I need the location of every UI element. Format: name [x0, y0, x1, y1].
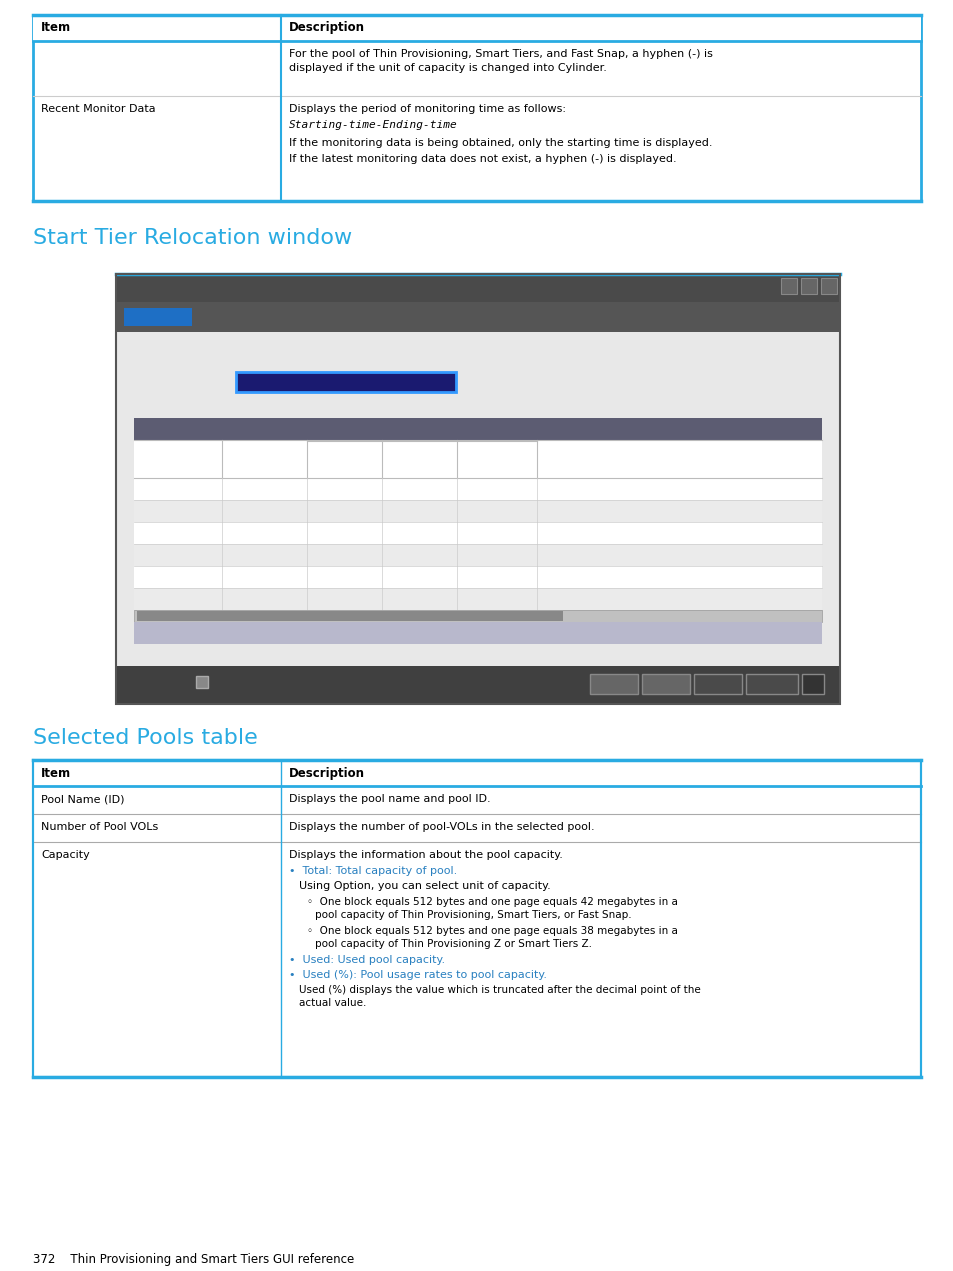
Text: Cancel: Cancel: [754, 677, 789, 688]
Text: Total:  1: Total: 1: [770, 627, 813, 637]
Text: ✕: ✕: [822, 280, 830, 289]
Text: actual value.: actual value.: [298, 998, 366, 1008]
Text: Start Tier Relocation: Start Tier Relocation: [126, 281, 272, 294]
Text: displayed if the unit of capacity is changed into Cylinder.: displayed if the unit of capacity is cha…: [289, 64, 606, 72]
Bar: [137, 611, 562, 622]
Bar: [801, 674, 823, 694]
Bar: [116, 275, 840, 704]
Text: ◦  One block equals 512 bytes and one page equals 42 megabytes in a: ◦ One block equals 512 bytes and one pag…: [307, 897, 678, 907]
Text: 0: 0: [526, 483, 533, 493]
Text: If the monitoring data is being obtained, only the starting time is displayed.: If the monitoring data is being obtained…: [289, 139, 712, 147]
Text: Item: Item: [41, 22, 71, 34]
Text: >: >: [811, 611, 820, 622]
Text: Displays the number of pool-VOLs in the selected pool.: Displays the number of pool-VOLs in the …: [289, 822, 594, 833]
Bar: [821, 278, 836, 294]
Text: Used: Used: [386, 461, 412, 472]
Bar: [33, 15, 920, 41]
Text: <: <: [136, 611, 144, 622]
Bar: [235, 372, 456, 391]
Text: Description: Description: [289, 22, 365, 34]
Text: 372    Thin Provisioning and Smart Tiers GUI reference: 372 Thin Provisioning and Smart Tiers GU…: [33, 1253, 354, 1266]
Bar: [133, 522, 821, 544]
Bar: [116, 666, 840, 704]
Bar: [133, 622, 821, 644]
Text: Selected Pools: Selected Pools: [142, 423, 239, 436]
Text: Using Option, you can select unit of capacity.: Using Option, you can select unit of cap…: [298, 881, 550, 891]
Bar: [745, 674, 797, 694]
Text: Go to tasks window for status: Go to tasks window for status: [212, 677, 367, 688]
Bar: [124, 308, 192, 325]
Text: ?: ?: [809, 677, 815, 688]
Text: Displays the pool name and pool ID.: Displays the pool name and pool ID.: [289, 794, 490, 805]
Bar: [133, 610, 821, 622]
Text: pool capacity of Thin Provisioning, Smart Tiers, or Fast Snap.: pool capacity of Thin Provisioning, Smar…: [314, 910, 631, 920]
Bar: [641, 674, 689, 694]
Text: If the latest monitoring data does not exist, a hyphen (-) is displayed.: If the latest monitoring data does not e…: [289, 154, 676, 164]
Text: For the pool of Thin Provisioning, Smart Tiers, and Fast Snap, a hyphen (-) is: For the pool of Thin Provisioning, Smart…: [289, 50, 712, 58]
Text: ▼: ▼: [782, 280, 789, 289]
Bar: [133, 544, 821, 566]
Bar: [116, 275, 840, 704]
Text: Used (%) displays the value which is truncated after the decimal point of the: Used (%) displays the value which is tru…: [298, 985, 700, 995]
Text: Pool Name: Pool Name: [138, 444, 193, 454]
Text: 1.Confirm: 1.Confirm: [128, 311, 179, 322]
Text: Total: Total: [311, 461, 335, 472]
Text: Number of Pool VOLs: Number of Pool VOLs: [41, 822, 158, 833]
Text: •  Used: Used pool capacity.: • Used: Used pool capacity.: [289, 955, 445, 965]
Text: Displays the period of monitoring time as follows:: Displays the period of monitoring time a…: [289, 104, 565, 114]
Text: Task Name:: Task Name:: [146, 374, 210, 384]
Bar: [133, 566, 821, 588]
Bar: [133, 418, 821, 440]
Text: Pool VOLs: Pool VOLs: [226, 456, 277, 466]
Text: 130516-StartTierRelocation: 130516-StartTierRelocation: [241, 375, 384, 385]
Text: 11.89 GB: 11.89 GB: [330, 483, 377, 493]
Text: Item: Item: [41, 766, 71, 780]
Text: Description: Description: [289, 766, 365, 780]
Text: 0.00 GB: 0.00 GB: [411, 483, 453, 493]
Bar: [33, 15, 920, 201]
Text: Start Tier Relocation window: Start Tier Relocation window: [33, 228, 352, 248]
Bar: [781, 278, 796, 294]
Bar: [589, 674, 638, 694]
Text: Recent Monitor Data: Recent Monitor Data: [41, 104, 155, 114]
Bar: [133, 440, 821, 478]
Text: •  Used (%): Pool usage rates to pool capacity.: • Used (%): Pool usage rates to pool cap…: [289, 970, 546, 980]
Text: pool capacity of Thin Provisioning Z or Smart Tiers Z.: pool capacity of Thin Provisioning Z or …: [314, 939, 592, 949]
Text: Next ): Next ): [650, 677, 681, 688]
Bar: [195, 676, 208, 688]
Text: (Max. 32 Characters): (Max. 32 Characters): [235, 397, 345, 405]
Text: Used (%): Used (%): [460, 461, 508, 472]
Text: Apply: Apply: [702, 677, 732, 688]
Bar: [116, 302, 840, 332]
Text: Enter a name for the task. Confirm the settings and click Apply to add task in T: Enter a name for the task. Confirm the s…: [128, 352, 712, 362]
Text: •  Total: Total capacity of pool.: • Total: Total capacity of pool.: [289, 866, 456, 876]
Bar: [33, 760, 920, 1077]
Bar: [133, 478, 821, 500]
Text: Pool Name (ID): Pool Name (ID): [41, 794, 125, 805]
Text: Number of: Number of: [226, 444, 281, 454]
Text: □: □: [802, 280, 811, 289]
Bar: [116, 275, 840, 302]
Text: 2013/05/16 14:28 - 2013/05/1: 2013/05/16 14:28 - 2013/05/1: [540, 483, 697, 493]
Bar: [693, 674, 741, 694]
Text: Recent Monitor Data: Recent Monitor Data: [540, 450, 647, 460]
Text: Selected Pools table: Selected Pools table: [33, 728, 257, 749]
Bar: [133, 500, 821, 522]
Text: 2: 2: [296, 483, 303, 493]
Bar: [116, 332, 840, 666]
Text: ◦  One block equals 512 bytes and one page equals 38 megabytes in a: ◦ One block equals 512 bytes and one pag…: [307, 927, 678, 935]
Text: Capacity: Capacity: [401, 444, 447, 452]
Text: (ID): (ID): [138, 456, 157, 466]
Bar: [801, 278, 816, 294]
Text: Starting-time-Ending-time: Starting-time-Ending-time: [289, 119, 457, 130]
Text: Displays the information about the pool capacity.: Displays the information about the pool …: [289, 850, 562, 860]
Text: Capacity: Capacity: [41, 850, 90, 860]
Bar: [133, 588, 821, 610]
Text: ( Back: ( Back: [598, 677, 630, 688]
Text: DT_Pool(7): DT_Pool(7): [138, 483, 193, 494]
